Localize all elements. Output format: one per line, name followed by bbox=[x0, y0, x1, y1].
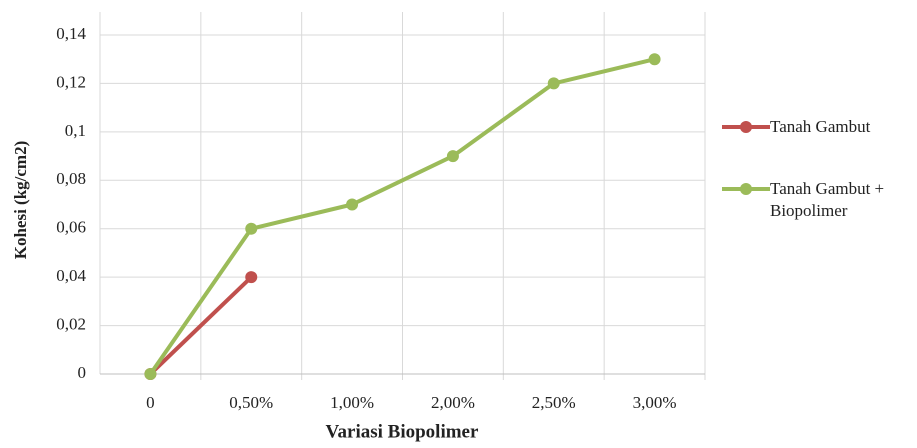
y-tick-label: 0,12 bbox=[56, 72, 86, 91]
y-tick-label: 0,1 bbox=[65, 121, 86, 140]
y-tick-label: 0 bbox=[78, 363, 87, 382]
legend-item: Tanah Gambut bbox=[722, 116, 917, 138]
y-tick-label: 0,02 bbox=[56, 314, 86, 333]
x-tick-label: 0 bbox=[146, 393, 155, 412]
x-axis-label: Variasi Biopolimer bbox=[326, 421, 479, 442]
x-tick-label: 2,50% bbox=[532, 393, 576, 412]
data-point bbox=[547, 77, 560, 90]
legend-label: Tanah Gambut + Biopolimer bbox=[770, 179, 885, 220]
x-tick-label: 3,00% bbox=[633, 393, 677, 412]
data-point bbox=[346, 198, 359, 211]
x-tick-label: 0,50% bbox=[229, 393, 273, 412]
data-point bbox=[648, 53, 661, 66]
y-tick-label: 0,08 bbox=[56, 169, 86, 188]
y-tick-label: 0,14 bbox=[56, 24, 86, 43]
legend-label: Tanah Gambut bbox=[770, 117, 871, 136]
data-point bbox=[144, 368, 157, 380]
legend-swatch bbox=[722, 178, 770, 198]
y-axis-label: Kohesi (kg/cm2) bbox=[11, 141, 30, 260]
x-tick-label: 1,00% bbox=[330, 393, 374, 412]
y-tick-label: 0,04 bbox=[56, 266, 86, 285]
legend-dot bbox=[740, 183, 752, 195]
y-tick-label: 0,06 bbox=[56, 218, 86, 237]
data-point bbox=[245, 271, 258, 284]
data-point bbox=[245, 222, 258, 235]
series-line bbox=[148, 57, 656, 376]
legend-swatch bbox=[722, 116, 770, 136]
x-tick-label: 2,00% bbox=[431, 393, 475, 412]
legend-item: Tanah Gambut + Biopolimer bbox=[722, 178, 917, 222]
legend-dot bbox=[740, 121, 752, 133]
data-point bbox=[446, 150, 459, 163]
series-line bbox=[149, 275, 253, 376]
